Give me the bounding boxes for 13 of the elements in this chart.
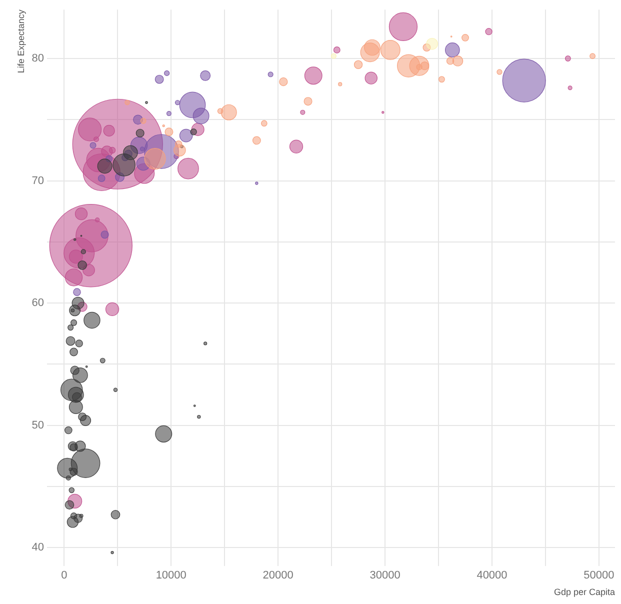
x-tick-label: 30000 [370, 570, 400, 582]
x-tick-label: 40000 [476, 570, 508, 582]
x-tick-label: 0 [61, 570, 68, 582]
y-tick-label: 50 [32, 419, 44, 432]
y-axis-title: Life Expectancy [16, 9, 26, 74]
y-tick-label: 60 [32, 297, 44, 310]
x-axis-title: Gdp per Capita [554, 587, 615, 598]
x-tick-label: 10000 [156, 570, 186, 582]
x-tick-label: 50000 [584, 570, 614, 582]
y-tick-label: 70 [32, 174, 44, 187]
x-tick-label: 20000 [262, 570, 294, 582]
y-tick-label: 40 [32, 542, 44, 554]
y-tick-label: 80 [32, 52, 44, 65]
